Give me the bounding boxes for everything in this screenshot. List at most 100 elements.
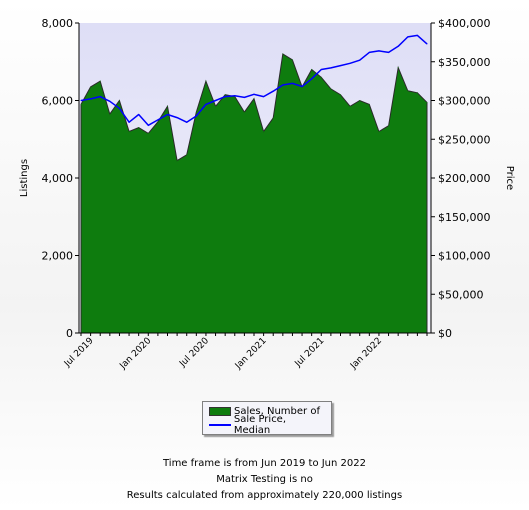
- price-point: [282, 84, 284, 86]
- y-tick-label: 4,000: [42, 172, 74, 185]
- price-point: [378, 50, 380, 52]
- x-tick-label: Jan 2020: [118, 336, 154, 372]
- sales-point: [378, 131, 380, 132]
- sales-point: [167, 105, 168, 107]
- chart-area: 0 2,000 4,000 6,000 8,000 $0 $50,000 $100,000 $1…: [19, 17, 515, 372]
- price-point: [186, 121, 188, 123]
- price-point: [205, 103, 207, 105]
- price-point: [224, 96, 226, 98]
- price-point: [215, 100, 217, 101]
- sales-point: [426, 101, 428, 103]
- y2-tick-label: $350,000: [438, 56, 491, 69]
- price-point: [301, 86, 303, 88]
- sales-point: [330, 88, 332, 90]
- price-point: [147, 124, 149, 126]
- sales-swatch: [209, 407, 231, 416]
- sales-area: [80, 53, 428, 334]
- price-point: [176, 117, 178, 119]
- sales-point: [243, 111, 245, 113]
- price-point: [109, 100, 111, 102]
- price-point: [407, 36, 409, 38]
- sales-point: [349, 105, 351, 107]
- y2-tick-label: $50,000: [438, 288, 484, 301]
- sales-point: [320, 76, 322, 78]
- price-point: [253, 93, 255, 95]
- x-tick-label: Jul 2021: [293, 336, 327, 370]
- sales-point: [263, 131, 265, 132]
- sales-point: [397, 67, 399, 69]
- price-point: [368, 51, 370, 53]
- y2-tick-label: $0: [438, 327, 452, 340]
- x-tick-label: Jul 2019: [62, 336, 96, 370]
- price-point: [426, 43, 428, 45]
- price-point: [167, 113, 168, 115]
- sales-point: [205, 80, 207, 82]
- price-point: [340, 65, 341, 67]
- x-tick-label: Jan 2021: [233, 336, 269, 372]
- sales-point: [311, 69, 313, 70]
- price-point: [243, 96, 245, 98]
- y-tick-label: 2,000: [42, 250, 74, 263]
- price-point: [359, 59, 361, 61]
- sales-point: [195, 111, 197, 113]
- y2-tick-label: $250,000: [438, 133, 491, 146]
- y2-tick-label: $100,000: [438, 250, 491, 263]
- legend-price-label: Sale Price, Median: [233, 413, 287, 436]
- y2-tick-label: $300,000: [438, 95, 491, 108]
- sales-point: [215, 105, 217, 107]
- sales-point: [282, 53, 284, 55]
- sales-point: [407, 90, 409, 92]
- y2-tick-label: $200,000: [438, 172, 491, 185]
- price-swatch: [209, 423, 231, 426]
- sales-point: [138, 127, 140, 129]
- chart-legend: Sales, Number of Sale Price, Median: [202, 401, 332, 436]
- price-point: [118, 107, 120, 109]
- sales-point: [176, 160, 178, 162]
- sales-point: [388, 125, 390, 127]
- sales-point: [118, 100, 120, 101]
- price-point: [388, 51, 390, 53]
- price-point: [80, 100, 82, 101]
- price-point: [320, 69, 322, 70]
- sales-point: [157, 121, 159, 123]
- y2-tick-label: $400,000: [438, 17, 491, 30]
- y2-axis-title: Price: [504, 166, 515, 190]
- price-point: [272, 90, 274, 92]
- price-point: [291, 82, 293, 84]
- sales-point: [416, 92, 418, 94]
- footer-matrix-testing: Matrix Testing is no: [216, 474, 313, 485]
- y-tick-label: 0: [66, 327, 73, 340]
- footer-timeframe: Time frame is from Jun 2019 to Jun 2022: [162, 458, 366, 469]
- price-point: [311, 78, 313, 80]
- price-point: [138, 113, 140, 115]
- sales-point: [147, 132, 149, 134]
- sales-point: [99, 80, 101, 82]
- price-point: [349, 62, 351, 64]
- sales-point: [272, 117, 274, 119]
- price-point: [397, 45, 399, 47]
- y-tick-label: 8,000: [42, 17, 74, 30]
- price-point: [234, 95, 236, 97]
- sales-point: [340, 94, 341, 96]
- sales-point: [253, 98, 255, 100]
- legend-item-price: Sale Price, Median: [209, 414, 325, 436]
- legend-item-sales: Sales, Number of: [209, 405, 325, 418]
- price-point: [263, 96, 265, 98]
- x-tick-label: Jan 2022: [348, 336, 384, 372]
- x-tick-label: Jul 2020: [177, 336, 211, 370]
- price-point: [330, 67, 332, 69]
- price-point: [128, 121, 130, 123]
- sales-point: [109, 113, 111, 115]
- y-tick-label: 6,000: [42, 95, 74, 108]
- sales-point: [90, 86, 92, 88]
- price-point: [195, 115, 197, 117]
- sales-point: [128, 131, 130, 132]
- price-point: [157, 119, 159, 121]
- sales-point: [186, 154, 188, 156]
- sales-point: [80, 103, 82, 105]
- price-point: [90, 98, 92, 100]
- footer-results-note: Results calculated from approximately 22…: [126, 490, 403, 501]
- sales-point: [368, 103, 370, 105]
- sales-point: [291, 59, 293, 61]
- y-axis-title: Listings: [19, 159, 30, 197]
